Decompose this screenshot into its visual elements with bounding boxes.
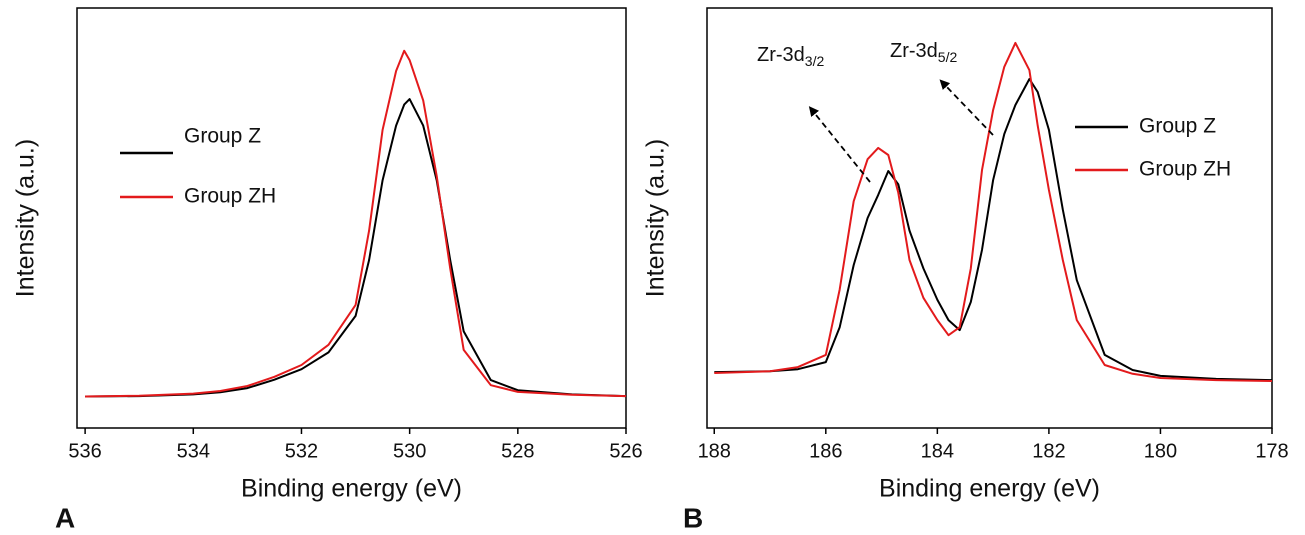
- plot-frame: [76, 7, 627, 429]
- legend-label: Group Z: [184, 125, 261, 148]
- x-tick-label: 530: [393, 440, 426, 462]
- x-tick-label: 186: [809, 440, 842, 462]
- x-tick-label: 184: [921, 440, 954, 462]
- x-tick-label: 532: [285, 440, 318, 462]
- legend-label: Group ZH: [1139, 158, 1231, 181]
- x-axis-title: Binding energy (eV): [241, 475, 462, 503]
- legend-label: Group ZH: [184, 185, 276, 208]
- annotation: Zr-3d5/2: [890, 40, 957, 64]
- x-tick-label: 528: [501, 440, 534, 462]
- y-axis-title: Intensity (a.u.): [642, 139, 670, 297]
- annotation-arrow: [939, 79, 994, 136]
- plot-frame: [706, 7, 1273, 429]
- x-axis-title: Binding energy (eV): [879, 475, 1100, 503]
- x-tick-label: 534: [177, 440, 210, 462]
- annotation-text: Zr-3d: [890, 40, 938, 62]
- x-tick-label: 526: [609, 440, 642, 462]
- y-axis-title: Intensity (a.u.): [12, 139, 40, 297]
- panel-label: A: [55, 502, 75, 533]
- panel-label: B: [683, 502, 703, 533]
- series-line: [85, 49, 627, 398]
- annotation-sub: 3/2: [805, 53, 825, 69]
- x-tick-label: 536: [68, 440, 101, 462]
- annotation-sub: 5/2: [938, 49, 958, 65]
- annotation-arrow: [808, 106, 871, 183]
- x-tick-label: 188: [698, 440, 731, 462]
- legend-label: Group Z: [1139, 115, 1216, 138]
- annotation: Zr-3d3/2: [757, 44, 824, 68]
- series-line: [714, 41, 1273, 382]
- series-line: [714, 78, 1273, 382]
- series-line: [85, 98, 627, 398]
- x-tick-label: 180: [1144, 440, 1177, 462]
- x-tick-label: 182: [1032, 440, 1065, 462]
- x-tick-label: 178: [1255, 440, 1288, 462]
- annotation-text: Zr-3d: [757, 44, 805, 66]
